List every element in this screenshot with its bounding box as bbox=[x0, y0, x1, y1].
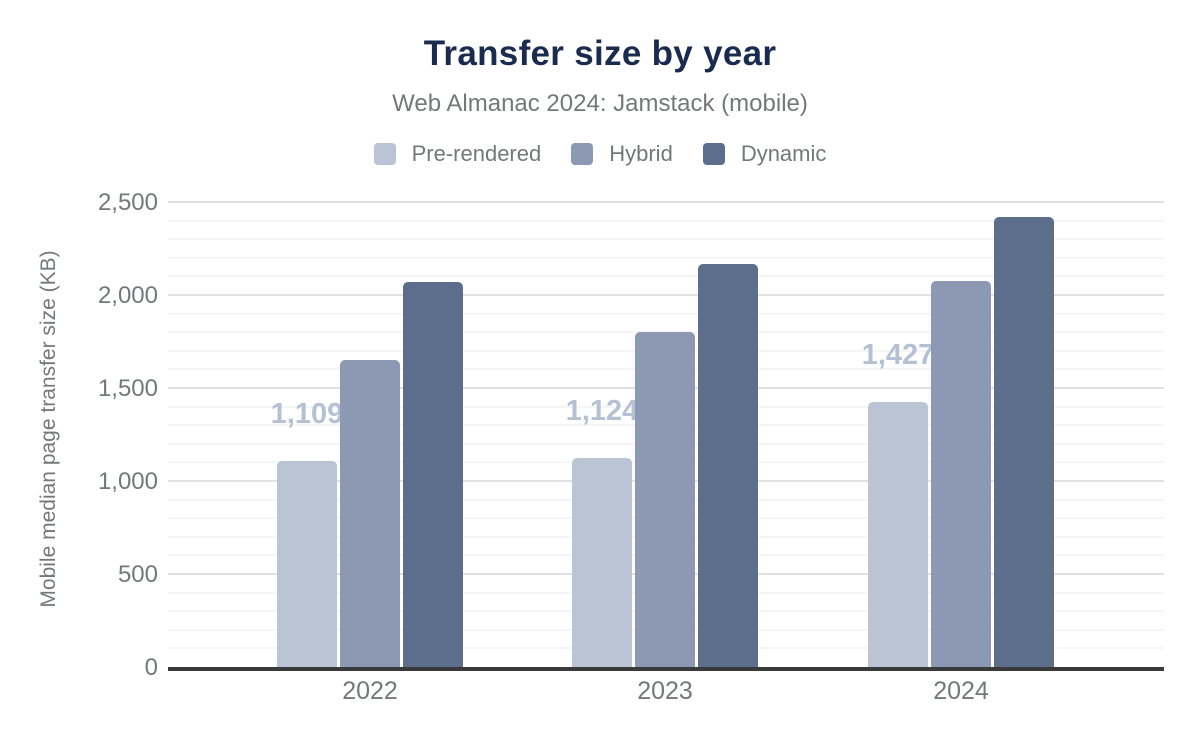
bar-pre-rendered-2024[interactable] bbox=[868, 401, 928, 667]
gridline-major bbox=[168, 294, 1164, 296]
legend-item-hybrid: Hybrid bbox=[571, 141, 673, 167]
legend-label: Hybrid bbox=[609, 141, 673, 166]
bar-value-label-2023: 1,124 bbox=[565, 394, 639, 427]
legend-swatch-icon bbox=[702, 143, 725, 165]
y-tick-label: 0 bbox=[144, 654, 158, 681]
bar-hybrid-2022[interactable] bbox=[340, 359, 400, 667]
bar-hybrid-2023[interactable] bbox=[635, 331, 695, 667]
bar-dynamic-2023[interactable] bbox=[698, 263, 758, 667]
bar-pre-rendered-2023[interactable] bbox=[572, 457, 632, 667]
legend-swatch-icon bbox=[373, 143, 396, 165]
bar-dynamic-2022[interactable] bbox=[403, 282, 463, 667]
legend-label: Pre-rendered bbox=[411, 141, 542, 166]
bar-dynamic-2024[interactable] bbox=[994, 216, 1054, 667]
x-tick-label-2024: 2024 bbox=[933, 677, 989, 705]
gridline-minor bbox=[168, 312, 1164, 315]
y-tick-label: 1,000 bbox=[97, 468, 158, 495]
chart-subtitle: Web Almanac 2024: Jamstack (mobile) bbox=[392, 90, 808, 117]
legend-item-pre-rendered: Pre-rendered bbox=[373, 141, 542, 167]
bar-value-label-2022: 1,109 bbox=[270, 397, 344, 430]
legend: Pre-rendered Hybrid Dynamic bbox=[0, 141, 1200, 167]
x-tick-label-2022: 2022 bbox=[342, 677, 398, 705]
y-tick-label: 1,500 bbox=[97, 375, 158, 402]
y-tick-label: 2,000 bbox=[97, 282, 158, 309]
chart-title: Transfer size by year bbox=[423, 34, 777, 73]
gridline-minor bbox=[168, 238, 1164, 241]
plot-area: 1,109 1,124 1,427 bbox=[168, 188, 1164, 671]
bar-hybrid-2024[interactable] bbox=[931, 280, 991, 667]
bar-value-label-2024: 1,427 bbox=[861, 338, 935, 371]
gridline-minor bbox=[168, 256, 1164, 259]
gridline-major bbox=[168, 201, 1164, 203]
gridline-minor bbox=[168, 219, 1164, 222]
legend-label: Dynamic bbox=[740, 141, 827, 166]
y-tick-label: 500 bbox=[117, 561, 158, 588]
x-tick-label-2023: 2023 bbox=[637, 677, 693, 705]
legend-swatch-icon bbox=[571, 143, 594, 165]
gridline-minor bbox=[168, 275, 1164, 278]
legend-item-dynamic: Dynamic bbox=[702, 141, 827, 167]
bar-pre-rendered-2022[interactable] bbox=[277, 460, 337, 667]
y-tick-label: 2,500 bbox=[97, 189, 158, 216]
